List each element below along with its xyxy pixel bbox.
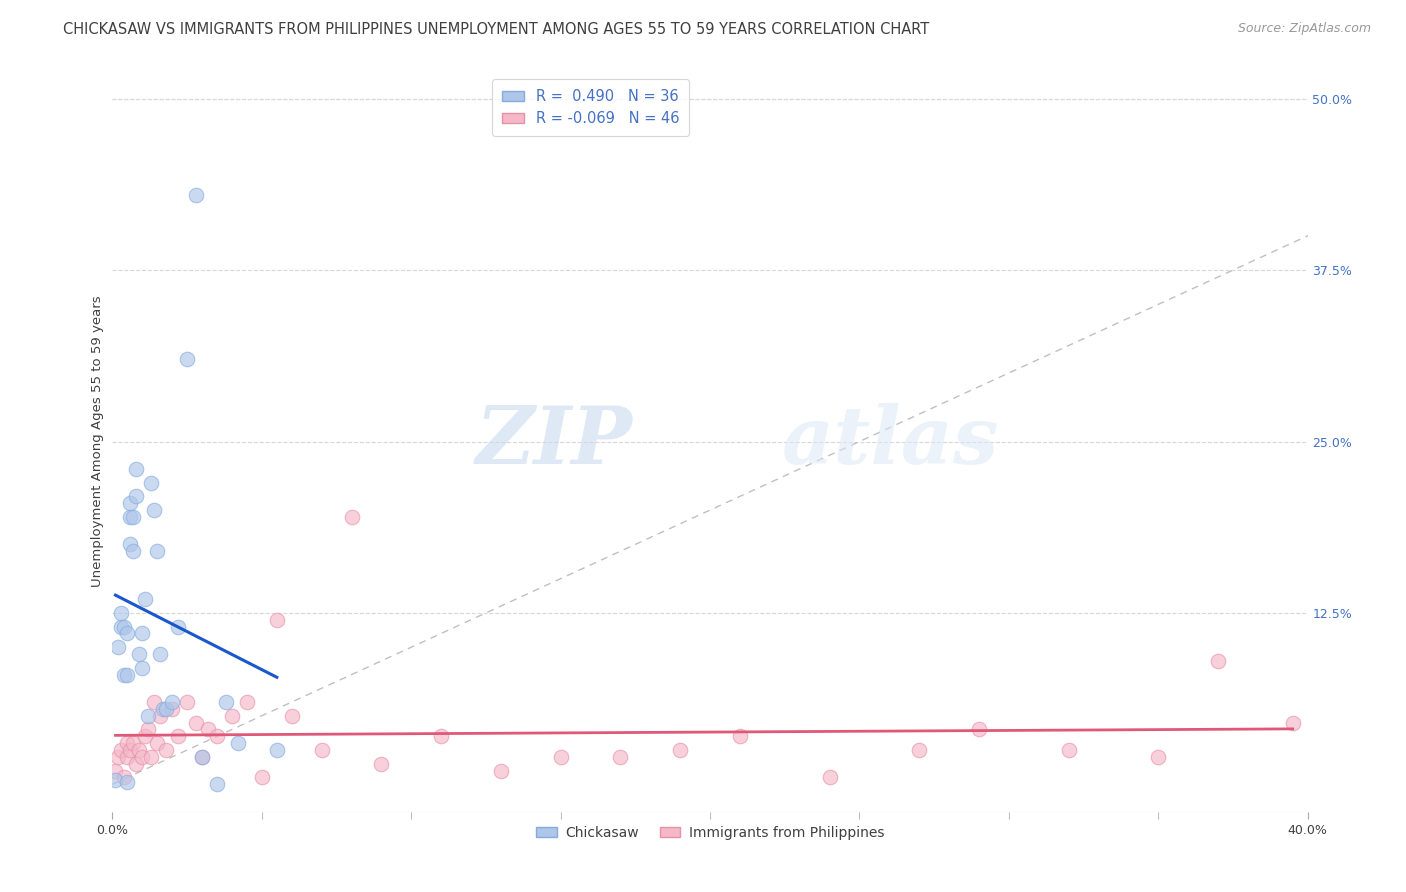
Text: atlas: atlas: [782, 403, 1000, 480]
Point: [215, 695, 238, 709]
Point: [107, 640, 129, 655]
Point: [728, 729, 751, 743]
Point: [550, 750, 572, 764]
Point: [128, 743, 150, 757]
Point: [117, 667, 139, 681]
Point: [669, 743, 692, 757]
Point: [155, 702, 177, 716]
Point: [138, 723, 160, 737]
Point: [114, 667, 135, 681]
Point: [117, 626, 139, 640]
Point: [114, 771, 135, 785]
Point: [110, 743, 132, 757]
Point: [114, 619, 135, 633]
Point: [191, 750, 214, 764]
Point: [1281, 715, 1303, 730]
Point: [120, 496, 142, 510]
Point: [176, 695, 198, 709]
Point: [370, 756, 392, 771]
Point: [162, 702, 183, 716]
Point: [205, 729, 228, 743]
Point: [134, 729, 156, 743]
Text: ZIP: ZIP: [475, 403, 633, 480]
Point: [104, 764, 127, 778]
Point: [125, 489, 148, 503]
Point: [340, 510, 363, 524]
Point: [131, 750, 153, 764]
Point: [131, 661, 153, 675]
Point: [122, 736, 145, 750]
Point: [205, 777, 228, 791]
Point: [167, 729, 190, 743]
Y-axis label: Unemployment Among Ages 55 to 59 years: Unemployment Among Ages 55 to 59 years: [91, 296, 104, 587]
Point: [162, 695, 183, 709]
Point: [311, 743, 333, 757]
Point: [197, 723, 219, 737]
Point: [155, 743, 177, 757]
Point: [146, 544, 169, 558]
Point: [138, 708, 160, 723]
Point: [141, 475, 163, 490]
Point: [143, 695, 166, 709]
Point: [141, 750, 163, 764]
Point: [967, 723, 990, 737]
Point: [266, 743, 288, 757]
Point: [149, 708, 172, 723]
Point: [128, 647, 150, 661]
Point: [818, 771, 841, 785]
Point: [221, 708, 243, 723]
Point: [117, 774, 139, 789]
Point: [1147, 750, 1170, 764]
Point: [191, 750, 214, 764]
Point: [176, 352, 198, 367]
Point: [152, 702, 174, 716]
Point: [146, 736, 169, 750]
Text: Source: ZipAtlas.com: Source: ZipAtlas.com: [1237, 22, 1371, 36]
Point: [143, 503, 166, 517]
Point: [120, 743, 142, 757]
Point: [110, 619, 132, 633]
Point: [186, 715, 208, 730]
Point: [167, 619, 190, 633]
Point: [281, 708, 304, 723]
Point: [489, 764, 512, 778]
Point: [250, 771, 273, 785]
Point: [609, 750, 631, 764]
Point: [120, 510, 142, 524]
Point: [1206, 654, 1229, 668]
Point: [125, 462, 148, 476]
Point: [120, 537, 142, 551]
Point: [226, 736, 249, 750]
Point: [131, 626, 153, 640]
Point: [122, 544, 145, 558]
Point: [122, 510, 145, 524]
Point: [125, 756, 148, 771]
Point: [110, 606, 132, 620]
Point: [908, 743, 931, 757]
Point: [186, 187, 208, 202]
Point: [430, 729, 453, 743]
Point: [134, 592, 156, 607]
Legend: Chickasaw, Immigrants from Philippines: Chickasaw, Immigrants from Philippines: [530, 821, 890, 846]
Point: [266, 613, 288, 627]
Point: [107, 750, 129, 764]
Point: [117, 750, 139, 764]
Point: [1057, 743, 1080, 757]
Point: [104, 773, 127, 788]
Point: [117, 736, 139, 750]
Point: [236, 695, 259, 709]
Text: CHICKASAW VS IMMIGRANTS FROM PHILIPPINES UNEMPLOYMENT AMONG AGES 55 TO 59 YEARS : CHICKASAW VS IMMIGRANTS FROM PHILIPPINES…: [63, 22, 929, 37]
Point: [149, 647, 172, 661]
